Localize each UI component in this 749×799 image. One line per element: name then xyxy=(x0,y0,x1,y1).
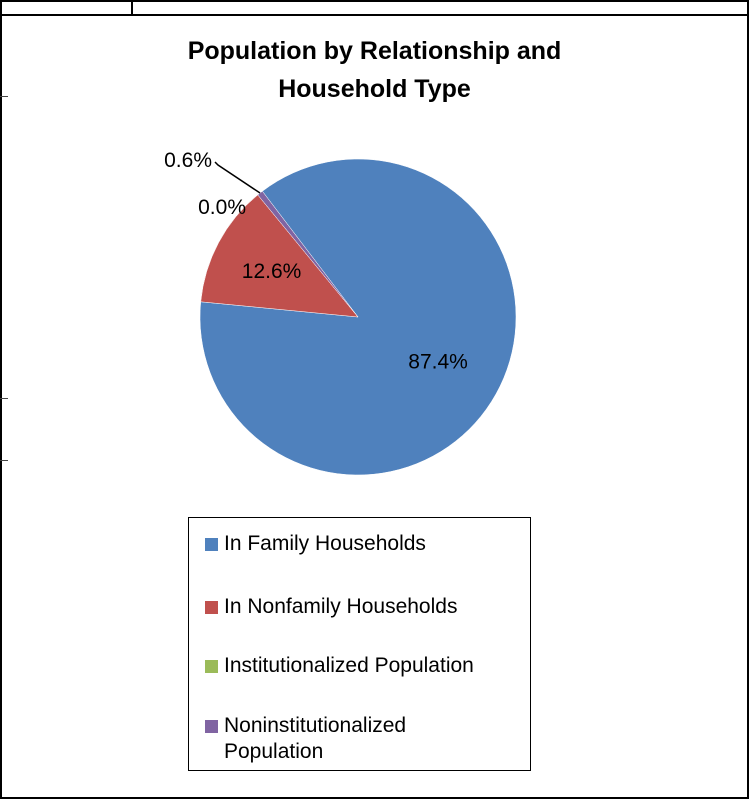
legend-swatch-noninstitutionalized xyxy=(205,720,218,733)
cell-divider xyxy=(131,0,133,14)
legend-swatch-nonfamily xyxy=(205,601,218,614)
chart-title: Population by Relationship and Household… xyxy=(0,32,749,108)
pie-slice-noninstitutionalized xyxy=(257,190,359,318)
legend-label-noninstitutionalized: Noninstitutionalized Population xyxy=(224,714,407,763)
data-label-nonfamily: 12.6% xyxy=(242,260,302,283)
legend-item-noninstitutionalized: Noninstitutionalized Population xyxy=(205,713,454,765)
legend-label-nonfamily: In Nonfamily Households xyxy=(224,595,458,618)
legend-swatch-family xyxy=(205,538,218,551)
legend-item-family: In Family Households xyxy=(205,531,529,557)
legend: In Family Households In Nonfamily Househ… xyxy=(188,517,531,771)
legend-label-institutionalized: Institutionalized Population xyxy=(224,654,474,677)
legend-swatch-institutionalized xyxy=(205,660,218,673)
chart-title-line-2: Household Type xyxy=(278,75,471,103)
row-tick xyxy=(0,460,8,461)
pie-slice-nonfamily xyxy=(200,194,359,318)
leader-line-noninstitutionalized xyxy=(214,161,261,194)
legend-item-institutionalized: Institutionalized Population xyxy=(205,653,529,679)
data-label-family: 87.4% xyxy=(408,351,468,374)
data-label-noninstitutionalized: 0.6% xyxy=(164,149,212,172)
row-tick xyxy=(0,398,8,399)
legend-label-family: In Family Households xyxy=(224,532,426,555)
data-label-institutionalized: 0.0% xyxy=(198,196,246,219)
legend-item-nonfamily: In Nonfamily Households xyxy=(205,594,529,620)
pie-chart: 87.4% 12.6% 0.0% 0.6% xyxy=(164,149,517,476)
chart-title-line-1: Population by Relationship and xyxy=(187,37,562,65)
row-tick xyxy=(0,96,8,97)
cell-border xyxy=(0,14,749,16)
